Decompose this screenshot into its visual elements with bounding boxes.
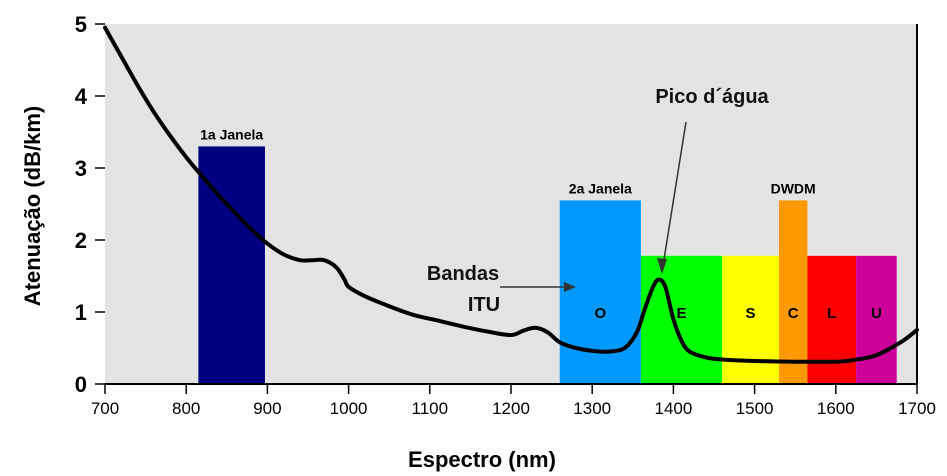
y-axis-title: Atenuação (dB/km) bbox=[20, 106, 45, 306]
band-label-4: C bbox=[788, 305, 799, 322]
y-tick-label-5: 5 bbox=[75, 12, 87, 37]
y-tick-label-2: 2 bbox=[75, 228, 87, 253]
x-tick-label-7: 1400 bbox=[654, 399, 692, 418]
y-tick-label-1: 1 bbox=[75, 300, 87, 325]
x-tick-label-2: 900 bbox=[253, 399, 281, 418]
band-bar-1 bbox=[559, 200, 641, 384]
annotation-itu: ITU bbox=[468, 294, 500, 316]
band-label-3: S bbox=[746, 305, 756, 322]
y-tick-label-3: 3 bbox=[75, 156, 87, 181]
band-title-1: 2a Janela bbox=[569, 180, 632, 196]
annotation-pico-dagua: Pico d´água bbox=[655, 86, 769, 108]
x-tick-label-10: 1700 bbox=[898, 399, 936, 418]
x-tick-label-1: 800 bbox=[172, 399, 200, 418]
annotation-pico-arrowhead bbox=[657, 258, 667, 274]
y-tick-layer: 0 1 2 3 4 5 bbox=[75, 12, 105, 397]
x-tick-label-3: 1000 bbox=[330, 399, 368, 418]
x-tick-label-8: 1500 bbox=[736, 399, 774, 418]
x-axis-title: Espectro (nm) bbox=[408, 447, 556, 472]
band-label-5: L bbox=[827, 305, 836, 322]
x-tick-layer: 700 800 900 1000 1100 1200 1300 1400 1500 1600 170… bbox=[91, 384, 936, 418]
annotation-bandas: Bandas bbox=[427, 263, 499, 285]
y-tick-label-0: 0 bbox=[75, 372, 87, 397]
annotation-pico-arrow bbox=[661, 121, 687, 273]
x-tick-label-6: 1300 bbox=[573, 399, 611, 418]
band-label-1: O bbox=[594, 305, 606, 322]
x-tick-label-0: 700 bbox=[91, 399, 119, 418]
band-label-6: U bbox=[871, 305, 882, 322]
band-labels-layer: 1a Janela O 2a Janela E S C DWDM L U bbox=[200, 126, 882, 322]
y-tick-label-4: 4 bbox=[75, 84, 88, 109]
band-title-0: 1a Janela bbox=[200, 126, 263, 142]
attenuation-curve bbox=[103, 25, 919, 364]
annotation-bandas-arrowhead bbox=[564, 282, 576, 292]
band-title-4: DWDM bbox=[771, 180, 816, 196]
band-bar-4 bbox=[778, 200, 808, 384]
band-label-2: E bbox=[677, 305, 687, 322]
band-bar-6 bbox=[856, 255, 897, 384]
x-tick-label-5: 1200 bbox=[492, 399, 530, 418]
x-tick-label-9: 1600 bbox=[817, 399, 855, 418]
band-bar-2 bbox=[640, 255, 723, 384]
x-tick-label-4: 1100 bbox=[412, 399, 449, 418]
